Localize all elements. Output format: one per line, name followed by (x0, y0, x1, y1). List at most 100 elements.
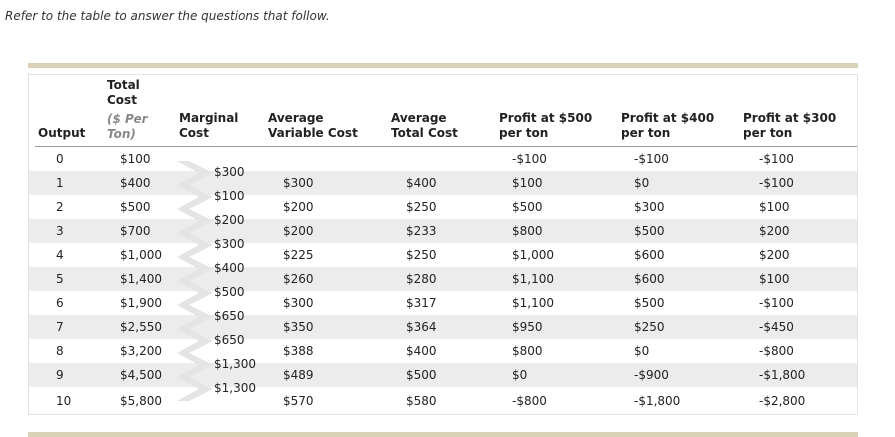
total-cost-cell: $400 (120, 176, 151, 190)
marginal-cost-cell: $1,300 (214, 381, 256, 395)
table-row: 10 $5,800 $570 $580 -$800 -$1,800 -$2,80… (29, 387, 857, 411)
output-cell: 6 (56, 296, 64, 310)
avc-cell: $260 (283, 272, 314, 286)
chevron-arrow-icon (177, 281, 213, 305)
header-marginal-cost: Marginal Cost (179, 111, 239, 140)
header-profit-500: Profit at $500 per ton (499, 111, 593, 140)
chevron-arrow-icon (177, 257, 213, 281)
avc-cell: $300 (283, 176, 314, 190)
profit-400-cell: -$1,800 (634, 394, 681, 408)
profit-500-cell: $100 (512, 176, 543, 190)
profit-500-cell: $500 (512, 200, 543, 214)
profit-300-cell: -$450 (759, 320, 794, 334)
marginal-cost-cell: $200 (214, 213, 245, 227)
output-cell: 4 (56, 248, 64, 262)
profit-500-cell: $950 (512, 320, 543, 334)
profit-500-cell: $1,100 (512, 296, 554, 310)
chevron-arrow-icon (177, 353, 213, 377)
profit-400-cell: $0 (634, 344, 650, 358)
marginal-cost-cell: $300 (214, 237, 245, 251)
top-rule (28, 63, 858, 68)
avc-cell: $200 (283, 200, 314, 214)
profit-300-cell: -$800 (759, 344, 794, 358)
table-row: 2 $500 $200 $250 $500 $300 $100 (29, 195, 857, 219)
profit-400-cell: $600 (634, 272, 665, 286)
chevron-arrow-icon (177, 233, 213, 257)
atc-cell: $280 (406, 272, 437, 286)
table-row: 7 $2,550 $350 $364 $950 $250 -$450 (29, 315, 857, 339)
table-row: 8 $3,200 $388 $400 $800 $0 -$800 (29, 339, 857, 363)
profit-400-cell: $500 (634, 296, 665, 310)
total-cost-cell: $100 (120, 152, 151, 166)
profit-300-cell: -$2,800 (759, 394, 806, 408)
profit-500-cell: $800 (512, 344, 543, 358)
total-cost-cell: $700 (120, 224, 151, 238)
header-profit-300: Profit at $300 per ton (743, 111, 837, 140)
profit-300-cell: $200 (759, 248, 790, 262)
atc-cell: $250 (406, 248, 437, 262)
profit-500-cell: $1,100 (512, 272, 554, 286)
avc-cell: $225 (283, 248, 314, 262)
avc-cell: $200 (283, 224, 314, 238)
output-cell: 7 (56, 320, 64, 334)
chevron-arrow-icon (177, 377, 213, 401)
total-cost-cell: $3,200 (120, 344, 162, 358)
table-row: 1 $400 $300 $400 $100 $0 -$100 (29, 171, 857, 195)
atc-cell: $317 (406, 296, 437, 310)
profit-400-cell: -$100 (634, 152, 669, 166)
header-profit-400: Profit at $400 per ton (621, 111, 715, 140)
table-row: 5 $1,400 $260 $280 $1,100 $600 $100 (29, 267, 857, 291)
avc-cell: $489 (283, 368, 314, 382)
profit-300-cell: -$100 (759, 152, 794, 166)
profit-300-cell: -$100 (759, 176, 794, 190)
avc-cell: $300 (283, 296, 314, 310)
profit-400-cell: $500 (634, 224, 665, 238)
total-cost-cell: $1,400 (120, 272, 162, 286)
bottom-rule (28, 432, 858, 437)
total-cost-cell: $4,500 (120, 368, 162, 382)
chevron-arrow-icon (177, 185, 213, 209)
marginal-cost-cell: $500 (214, 285, 245, 299)
profit-500-cell: -$100 (512, 152, 547, 166)
total-cost-cell: $5,800 (120, 394, 162, 408)
chevron-arrow-icon (177, 209, 213, 233)
header-average-total-cost: Average Total Cost (391, 111, 458, 140)
profit-400-cell: $600 (634, 248, 665, 262)
output-cell: 3 (56, 224, 64, 238)
table-row: 0 $100 -$100 -$100 -$100 (29, 147, 857, 171)
avc-cell: $570 (283, 394, 314, 408)
output-cell: 0 (56, 152, 64, 166)
profit-400-cell: $0 (634, 176, 650, 190)
total-cost-cell: $500 (120, 200, 151, 214)
atc-cell: $580 (406, 394, 437, 408)
profit-500-cell: $1,000 (512, 248, 554, 262)
marginal-cost-cell: $650 (214, 309, 245, 323)
total-cost-cell: $2,550 (120, 320, 162, 334)
profit-300-cell: -$100 (759, 296, 794, 310)
profit-300-cell: -$1,800 (759, 368, 806, 382)
profit-300-cell: $100 (759, 272, 790, 286)
profit-500-cell: $0 (512, 368, 528, 382)
output-cell: 8 (56, 344, 64, 358)
marginal-cost-cell: $400 (214, 261, 245, 275)
marginal-cost-cell: $650 (214, 333, 245, 347)
avc-cell: $388 (283, 344, 314, 358)
profit-400-cell: $300 (634, 200, 665, 214)
output-cell: 10 (56, 394, 72, 408)
profit-400-cell: $250 (634, 320, 665, 334)
table-row: 9 $4,500 $489 $500 $0 -$900 -$1,800 (29, 363, 857, 387)
chevron-arrow-icon (177, 161, 213, 185)
atc-cell: $500 (406, 368, 437, 382)
marginal-cost-cell: $300 (214, 165, 245, 179)
profit-500-cell: -$800 (512, 394, 547, 408)
profit-300-cell: $100 (759, 200, 790, 214)
output-cell: 1 (56, 176, 64, 190)
table-frame (28, 74, 858, 415)
output-cell: 9 (56, 368, 64, 382)
atc-cell: $400 (406, 344, 437, 358)
output-cell: 2 (56, 200, 64, 214)
header-average-variable-cost: Average Variable Cost (268, 111, 358, 140)
profit-500-cell: $800 (512, 224, 543, 238)
header-divider (35, 146, 857, 147)
header-output: Output (38, 126, 86, 140)
